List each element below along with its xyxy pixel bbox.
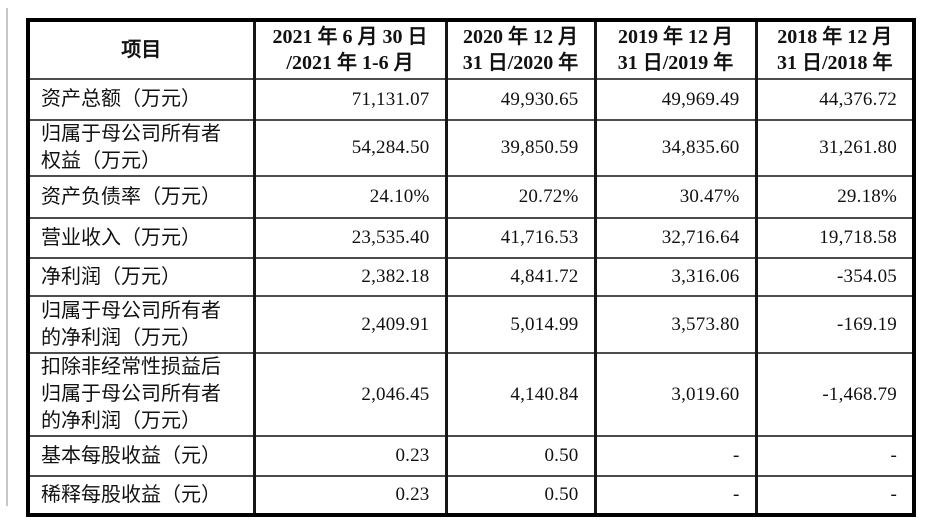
value-cell: 2,382.18: [252, 257, 448, 297]
value-cell: 29.18%: [754, 175, 916, 219]
value-cell: 30.47%: [593, 175, 758, 219]
value-cell: 23,535.40: [252, 217, 448, 259]
table-row-parent-equity: 归属于母公司所有者 权益（万元） 54,284.50 39,850.59 34,…: [26, 119, 916, 177]
table-row-revenue: 营业收入（万元） 23,535.40 41,716.53 32,716.64 1…: [26, 217, 916, 259]
table-row-debt-ratio: 资产负债率（万元） 24.10% 20.72% 30.47% 29.18%: [26, 175, 916, 219]
value-cell: 2,409.91: [252, 295, 448, 354]
value-cell: 3,573.80: [593, 295, 758, 354]
table-row-diluted-eps: 稀释每股收益（元） 0.23 0.50 - -: [26, 475, 916, 516]
value-cell: 0.23: [252, 435, 448, 477]
header-period-2019: 2019 年 12 月 31 日/2019 年: [593, 19, 758, 80]
value-cell: 5,014.99: [444, 295, 597, 354]
table-row-net-profit: 净利润（万元） 2,382.18 4,841.72 3,316.06 -354.…: [26, 257, 916, 297]
value-cell: -: [754, 475, 916, 516]
table-row-total-assets: 资产总额（万元） 71,131.07 49,930.65 49,969.49 4…: [26, 78, 916, 121]
row-label: 归属于母公司所有者 的净利润（万元）: [26, 295, 256, 354]
value-cell: 0.50: [444, 435, 597, 477]
row-label: 扣除非经常性损益后 归属于母公司所有者 的净利润（万元）: [26, 352, 256, 437]
page-edge-artifact: [6, 8, 8, 506]
row-label: 基本每股收益（元）: [26, 435, 256, 477]
table-row-parent-net-profit: 归属于母公司所有者 的净利润（万元） 2,409.91 5,014.99 3,5…: [26, 295, 916, 354]
value-cell: 19,718.58: [754, 217, 916, 259]
value-cell: 41,716.53: [444, 217, 597, 259]
value-cell: -354.05: [754, 257, 916, 297]
header-period-2018: 2018 年 12 月 31 日/2018 年: [754, 19, 916, 80]
value-cell: 32,716.64: [593, 217, 758, 259]
row-label: 资产总额（万元）: [26, 78, 256, 121]
value-cell: 3,019.60: [593, 352, 758, 437]
value-cell: -169.19: [754, 295, 916, 354]
value-cell: 49,930.65: [444, 78, 597, 121]
value-cell: -: [593, 475, 758, 516]
value-cell: 3,316.06: [593, 257, 758, 297]
row-label: 净利润（万元）: [26, 257, 256, 297]
value-cell: 0.50: [444, 475, 597, 516]
value-cell: 4,841.72: [444, 257, 597, 297]
financial-summary-table: 项目 2021 年 6 月 30 日 /2021 年 1-6 月 2020 年 …: [26, 18, 916, 517]
row-label: 营业收入（万元）: [26, 217, 256, 259]
header-item: 项目: [26, 19, 256, 80]
value-cell: 4,140.84: [444, 352, 597, 437]
table-row-deducted-net-profit: 扣除非经常性损益后 归属于母公司所有者 的净利润（万元） 2,046.45 4,…: [26, 352, 916, 437]
value-cell: -: [754, 435, 916, 477]
table-row-basic-eps: 基本每股收益（元） 0.23 0.50 - -: [26, 435, 916, 477]
value-cell: -1,468.79: [754, 352, 916, 437]
value-cell: 49,969.49: [593, 78, 758, 121]
value-cell: 2,046.45: [252, 352, 448, 437]
value-cell: 0.23: [252, 475, 448, 516]
value-cell: 20.72%: [444, 175, 597, 219]
header-period-2020: 2020 年 12 月 31 日/2020 年: [444, 19, 597, 80]
value-cell: -: [593, 435, 758, 477]
value-cell: 54,284.50: [252, 119, 448, 177]
value-cell: 24.10%: [252, 175, 448, 219]
row-label: 资产负债率（万元）: [26, 175, 256, 219]
value-cell: 31,261.80: [754, 119, 916, 177]
value-cell: 71,131.07: [252, 78, 448, 121]
table-header-row: 项目 2021 年 6 月 30 日 /2021 年 1-6 月 2020 年 …: [26, 19, 916, 80]
value-cell: 39,850.59: [444, 119, 597, 177]
row-label: 稀释每股收益（元）: [26, 475, 256, 516]
row-label: 归属于母公司所有者 权益（万元）: [26, 119, 256, 177]
value-cell: 34,835.60: [593, 119, 758, 177]
value-cell: 44,376.72: [754, 78, 916, 121]
header-period-2021-h1: 2021 年 6 月 30 日 /2021 年 1-6 月: [252, 19, 448, 80]
